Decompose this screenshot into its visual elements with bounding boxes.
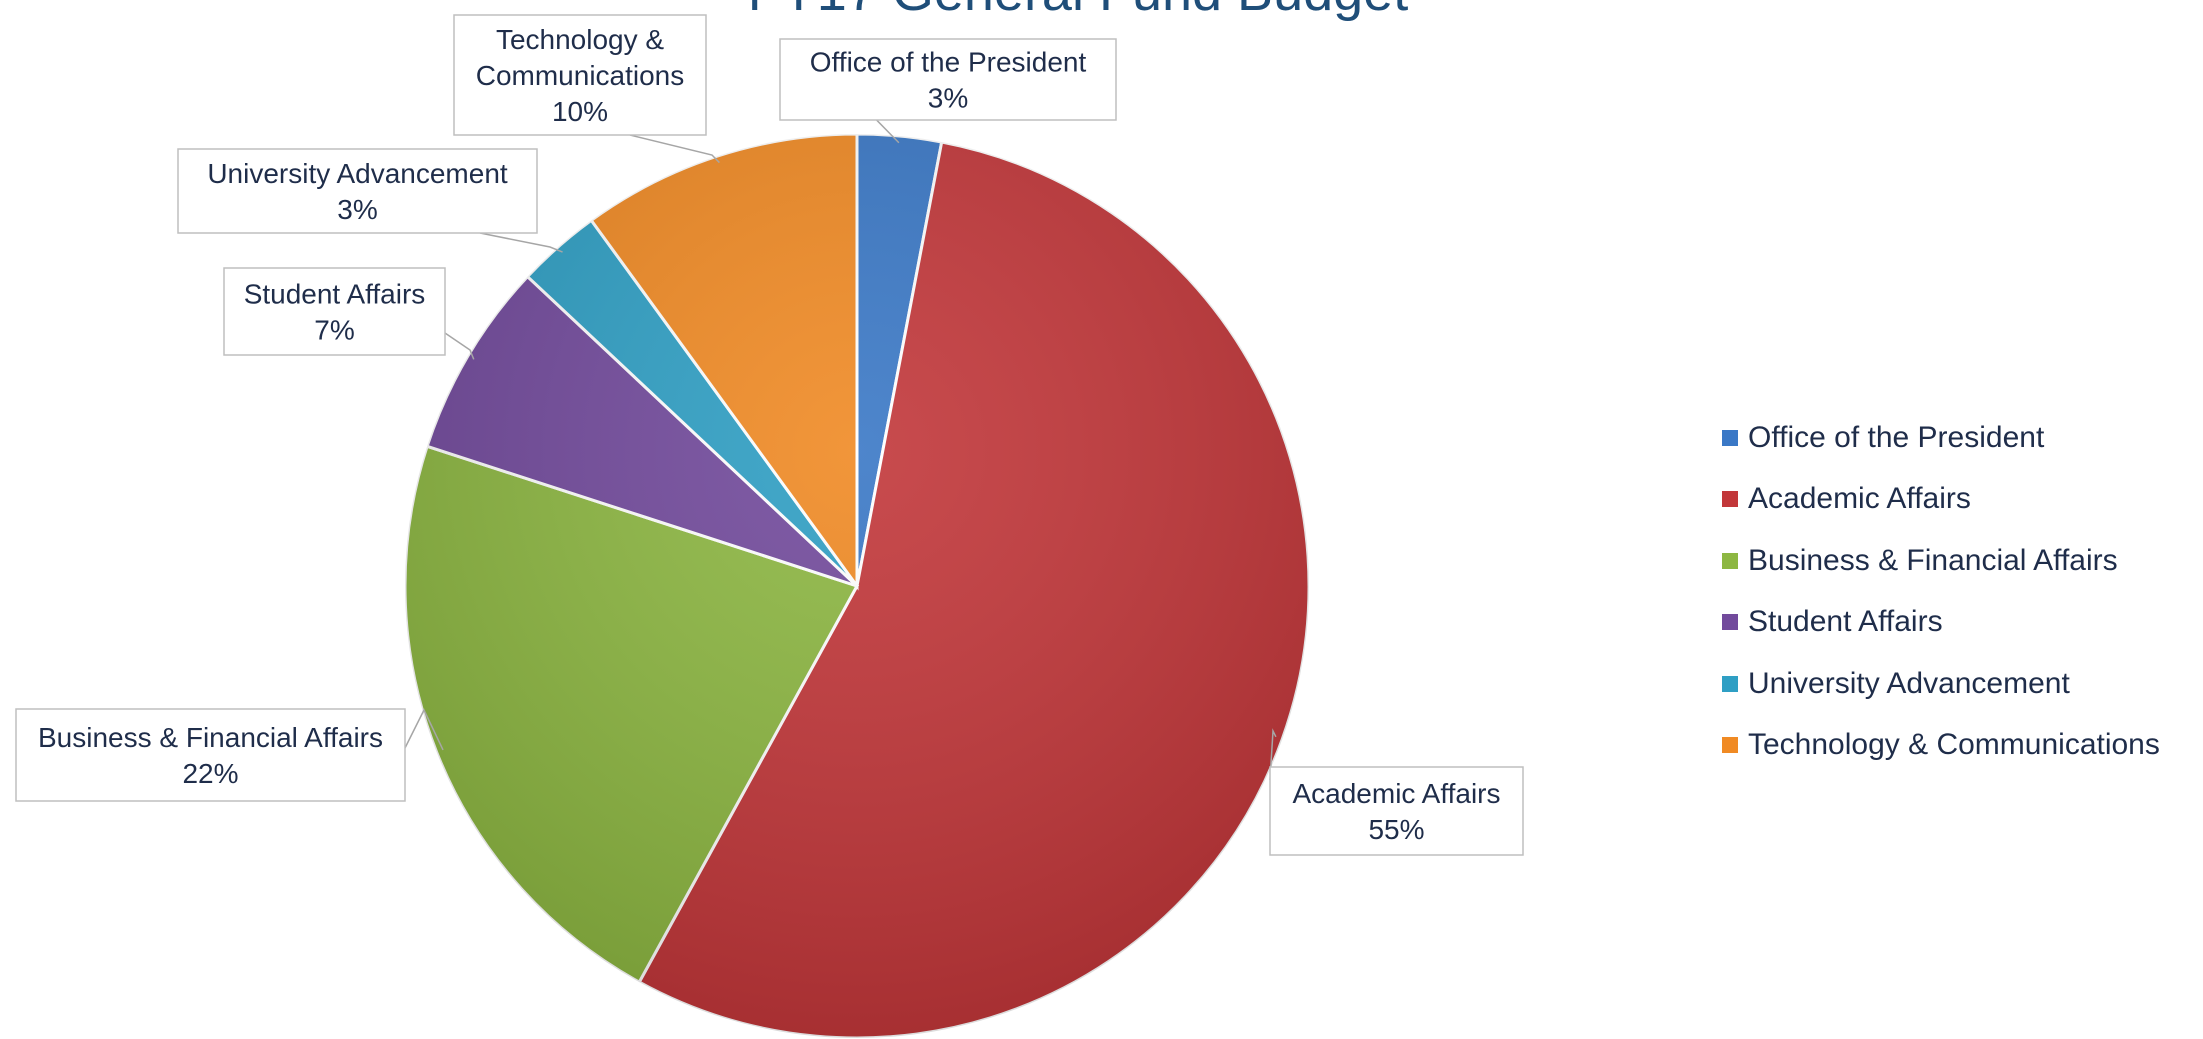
data-label-percent: 10% — [552, 96, 608, 127]
data-label-category: University Advancement — [207, 158, 508, 189]
data-label-business-and-financial-affairs: Business & Financial Affairs 22% — [15, 708, 406, 802]
data-label-percent: 55% — [1368, 814, 1424, 845]
chart-title: FY17 General Fund Budget — [748, 0, 1408, 22]
legend-swatch — [1722, 429, 1738, 446]
leader-line-student-affairs — [444, 332, 475, 360]
legend-swatch — [1722, 737, 1738, 754]
legend-item-student-affairs: Student Affairs — [1722, 592, 2160, 654]
legend-swatch — [1722, 552, 1738, 569]
data-label-box — [177, 148, 538, 234]
legend-item-university-advancement: University Advancement — [1722, 653, 2160, 715]
leader-line-university-advancement — [479, 232, 563, 253]
data-label-percent: 7% — [314, 315, 354, 346]
legend-label: Technology & Communications — [1748, 728, 2160, 762]
data-label-category: Academic Affairs — [1292, 778, 1500, 809]
legend-swatch — [1722, 491, 1738, 508]
data-label-percent: 3% — [337, 194, 377, 225]
data-label-academic-affairs: Academic Affairs 55% — [1269, 766, 1524, 856]
legend-swatch — [1722, 614, 1738, 631]
data-label-office-of-the-president: Office of the President 3% — [779, 38, 1117, 121]
data-label-category: Office of the President — [810, 47, 1087, 78]
legend-item-office-of-the-president: Office of the President — [1722, 407, 2160, 469]
legend-label: Student Affairs — [1748, 605, 1943, 639]
legend-item-technology-and-communications: Technology & Communications — [1722, 715, 2160, 777]
data-label-percent: 3% — [928, 83, 968, 114]
data-label-category: Technology & — [496, 24, 664, 55]
chart-legend: Office of the President Academic Affairs B… — [1722, 407, 2160, 776]
legend-label: Business & Financial Affairs — [1748, 543, 2118, 577]
legend-label: Academic Affairs — [1748, 482, 1971, 516]
data-label-category: Communications — [476, 60, 685, 91]
data-label-box — [15, 708, 406, 802]
data-label-box — [223, 267, 446, 356]
legend-item-business-and-financial-affairs: Business & Financial Affairs — [1722, 530, 2160, 592]
data-label-box — [779, 38, 1117, 121]
leader-line-business-and-financial-affairs — [404, 708, 444, 751]
leader-line-technology-and-communications — [629, 134, 720, 164]
leader-line-academic-affairs — [1269, 728, 1277, 781]
data-label-box — [453, 14, 707, 136]
legend-swatch — [1722, 675, 1738, 692]
legend-item-academic-affairs: Academic Affairs — [1722, 469, 2160, 531]
legend-label: University Advancement — [1748, 666, 2070, 700]
data-label-percent: 22% — [182, 758, 238, 789]
data-label-university-advancement: University Advancement 3% — [177, 148, 538, 234]
data-label-student-affairs: Student Affairs 7% — [223, 267, 446, 356]
data-label-technology-and-communications: Technology & Communications 10% — [453, 14, 707, 136]
data-label-box — [1269, 766, 1524, 856]
legend-label: Office of the President — [1748, 420, 2045, 454]
data-label-category: Student Affairs — [244, 279, 426, 310]
data-label-category: Business & Financial Affairs — [38, 722, 383, 753]
